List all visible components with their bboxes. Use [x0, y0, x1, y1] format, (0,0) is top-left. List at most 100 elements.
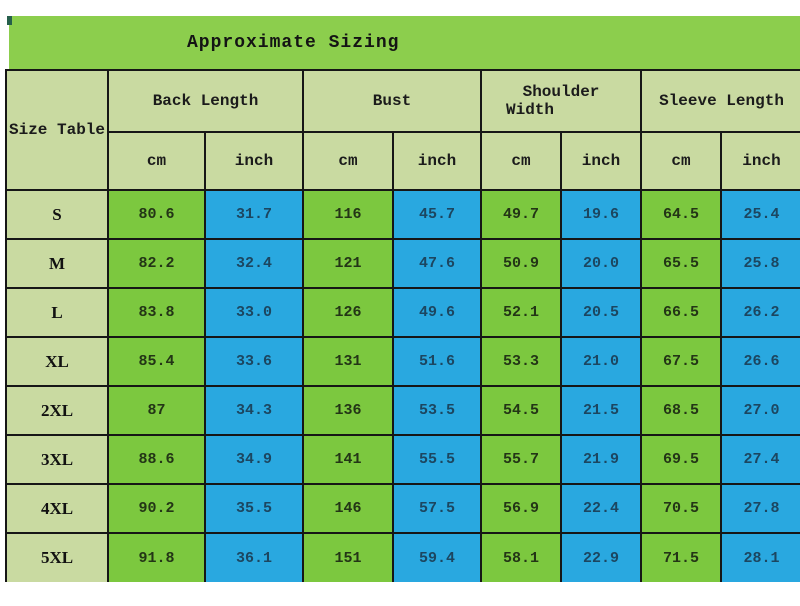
group-header-sleeve-length: Sleeve Length: [639, 69, 800, 133]
size-label: 3XL: [5, 434, 109, 485]
unit-header-inch: inch: [204, 131, 304, 191]
inch-cell: 27.4: [719, 434, 800, 485]
unit-header-cm: cm: [480, 131, 562, 191]
cm-cell: 64.5: [640, 189, 722, 240]
inch-cell: 26.6: [719, 336, 800, 387]
inch-cell: 21.5: [560, 385, 642, 436]
inch-cell: 32.4: [204, 238, 304, 289]
table-row: XL 85.4 33.6 131 51.6 53.3 21.0 67.5 26.…: [5, 336, 800, 387]
cm-cell: 136: [302, 385, 394, 436]
cm-cell: 66.5: [640, 287, 722, 338]
inch-cell: 55.5: [392, 434, 482, 485]
cm-cell: 126: [302, 287, 394, 338]
cm-cell: 87: [107, 385, 206, 436]
cm-cell: 151: [302, 532, 394, 582]
size-label: L: [5, 287, 109, 338]
corner-mark: [7, 16, 12, 25]
table-row: M 82.2 32.4 121 47.6 50.9 20.0 65.5 25.8: [5, 238, 800, 289]
inch-cell: 27.8: [719, 483, 800, 534]
table-row: S 80.6 31.7 116 45.7 49.7 19.6 64.5 25.4: [5, 189, 800, 240]
size-label: XL: [5, 336, 109, 387]
inch-cell: 36.1: [204, 532, 304, 582]
page-title: Approximate Sizing: [187, 32, 400, 53]
unit-header-inch: inch: [719, 131, 800, 191]
size-table-header: Size Table: [5, 69, 109, 191]
inch-cell: 57.5: [392, 483, 482, 534]
cm-cell: 80.6: [107, 189, 206, 240]
cm-cell: 116: [302, 189, 394, 240]
table-row: 2XL 87 34.3 136 53.5 54.5 21.5 68.5 27.0: [5, 385, 800, 436]
cm-cell: 56.9: [480, 483, 562, 534]
inch-cell: 19.6: [560, 189, 642, 240]
inch-cell: 49.6: [392, 287, 482, 338]
inch-cell: 27.0: [719, 385, 800, 436]
sizing-table: Size Table Back Length Bust Shoulder Wid…: [5, 69, 800, 582]
group-header-back-length: Back Length: [107, 69, 304, 133]
cm-cell: 90.2: [107, 483, 206, 534]
cm-cell: 85.4: [107, 336, 206, 387]
unit-header-cm: cm: [640, 131, 722, 191]
cm-cell: 131: [302, 336, 394, 387]
cm-cell: 82.2: [107, 238, 206, 289]
cm-cell: 141: [302, 434, 394, 485]
table-row: 5XL 91.8 36.1 151 59.4 58.1 22.9 71.5 28…: [5, 532, 800, 582]
inch-cell: 53.5: [392, 385, 482, 436]
size-label: M: [5, 238, 109, 289]
inch-cell: 47.6: [392, 238, 482, 289]
unit-header-row: cm inch cm inch cm inch cm inch: [6, 131, 800, 191]
cm-cell: 55.7: [480, 434, 562, 485]
cm-cell: 49.7: [480, 189, 562, 240]
cm-cell: 88.6: [107, 434, 206, 485]
shoulder-width-line1: Shoulder: [522, 83, 600, 101]
unit-header-inch: inch: [392, 131, 482, 191]
cm-cell: 83.8: [107, 287, 206, 338]
size-label: 4XL: [5, 483, 109, 534]
inch-cell: 26.2: [719, 287, 800, 338]
inch-cell: 51.6: [392, 336, 482, 387]
inch-cell: 59.4: [392, 532, 482, 582]
inch-cell: 33.0: [204, 287, 304, 338]
cm-cell: 69.5: [640, 434, 722, 485]
inch-cell: 28.1: [719, 532, 800, 582]
inch-cell: 20.5: [560, 287, 642, 338]
cm-cell: 70.5: [640, 483, 722, 534]
cm-cell: 67.5: [640, 336, 722, 387]
cm-cell: 58.1: [480, 532, 562, 582]
inch-cell: 22.9: [560, 532, 642, 582]
inch-cell: 35.5: [204, 483, 304, 534]
table-row: L 83.8 33.0 126 49.6 52.1 20.5 66.5 26.2: [5, 287, 800, 338]
table-row: 4XL 90.2 35.5 146 57.5 56.9 22.4 70.5 27…: [5, 483, 800, 534]
size-label: 5XL: [5, 532, 109, 582]
inch-cell: 21.0: [560, 336, 642, 387]
cm-cell: 91.8: [107, 532, 206, 582]
cm-cell: 71.5: [640, 532, 722, 582]
inch-cell: 31.7: [204, 189, 304, 240]
shoulder-width-line2: Width: [506, 101, 555, 119]
inch-cell: 25.8: [719, 238, 800, 289]
group-header-bust: Bust: [302, 69, 482, 133]
cm-cell: 52.1: [480, 287, 562, 338]
cm-cell: 146: [302, 483, 394, 534]
inch-cell: 21.9: [560, 434, 642, 485]
unit-header-cm: cm: [302, 131, 394, 191]
cm-cell: 50.9: [480, 238, 562, 289]
inch-cell: 34.9: [204, 434, 304, 485]
size-label: S: [5, 189, 109, 240]
unit-header-inch: inch: [560, 131, 642, 191]
table-row: 3XL 88.6 34.9 141 55.5 55.7 21.9 69.5 27…: [5, 434, 800, 485]
inch-cell: 34.3: [204, 385, 304, 436]
group-header-row: Size Table Back Length Bust Shoulder Wid…: [5, 69, 800, 191]
inch-cell: 45.7: [392, 189, 482, 240]
cm-cell: 53.3: [480, 336, 562, 387]
inch-cell: 22.4: [560, 483, 642, 534]
title-bar: Approximate Sizing: [9, 16, 800, 69]
inch-cell: 20.0: [560, 238, 642, 289]
inch-cell: 33.6: [204, 336, 304, 387]
cm-cell: 121: [302, 238, 394, 289]
size-label: 2XL: [5, 385, 109, 436]
cm-cell: 65.5: [640, 238, 722, 289]
cm-cell: 68.5: [640, 385, 722, 436]
inch-cell: 25.4: [719, 189, 800, 240]
unit-header-cm: cm: [107, 131, 206, 191]
